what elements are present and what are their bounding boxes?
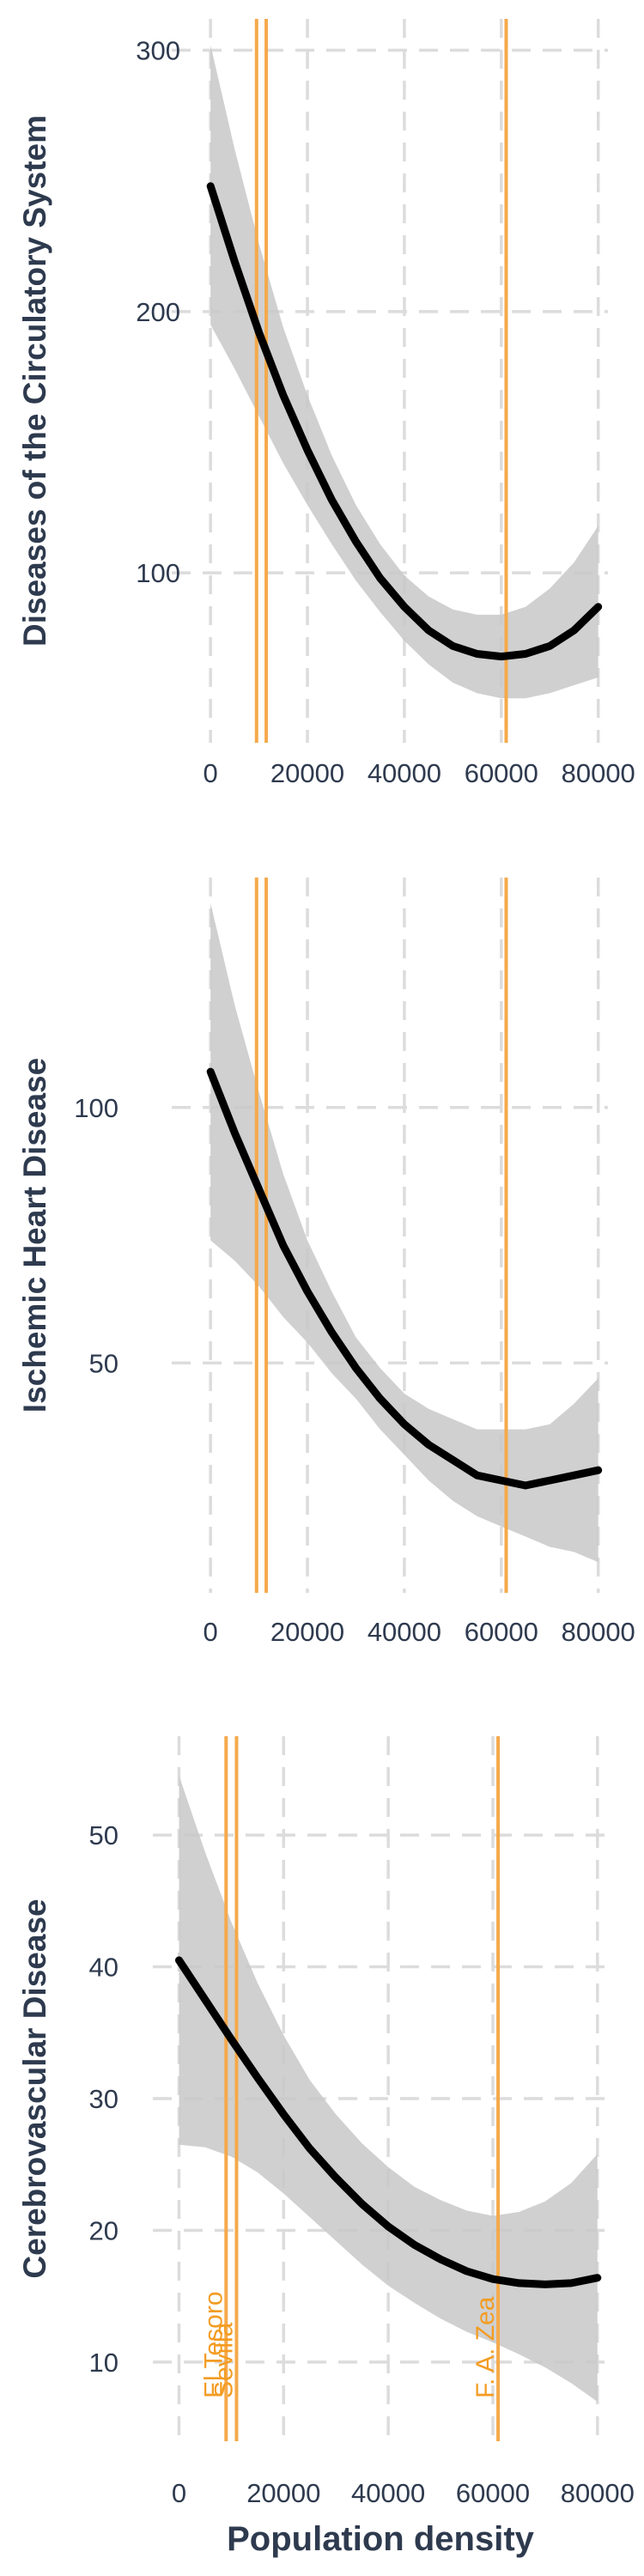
panel-y-axis-label: Ischemic Heart Disease (17, 1058, 52, 1413)
x-axis-title: Population density (227, 2520, 535, 2558)
panel-circulatory: 0 20000 40000 60000 80000 100 200 300 Diseases … (17, 19, 635, 788)
confidence-band-area (210, 902, 598, 1563)
y-tick-label: 40 (89, 1953, 118, 1983)
reference-line-label: El Tesoro (199, 2291, 228, 2398)
reference-lines (254, 19, 508, 743)
confidence-band (210, 45, 598, 699)
x-tick-label: 0 (204, 1617, 218, 1647)
y-tick-label: 100 (74, 1093, 118, 1123)
reference-lines (254, 878, 508, 1593)
y-tick-label: 200 (136, 297, 180, 327)
y-tick-label: 100 (136, 558, 180, 588)
x-tick-label: 40000 (351, 2478, 425, 2508)
x-tick-label: 80000 (561, 2478, 635, 2508)
fitted-curve-line (206, 182, 603, 661)
x-tick-label: 0 (172, 2478, 186, 2508)
panel-y-axis-label: Cerebrovascular Disease (17, 1899, 52, 2278)
tick-labels: 0 20000 40000 60000 80000 100 200 300 (136, 36, 635, 788)
confidence-band (210, 902, 598, 1563)
x-tick-label: 80000 (562, 1617, 635, 1647)
reference-line-label: Sevilla (210, 2322, 238, 2398)
confidence-band-area (179, 1776, 598, 2402)
fitted-curve (206, 182, 603, 661)
x-tick-label: 60000 (465, 1617, 538, 1647)
fitted-curve (175, 1956, 602, 2288)
x-tick-label: 20000 (246, 2478, 320, 2508)
y-tick-label: 10 (89, 2348, 118, 2378)
tick-labels: 0 20000 40000 60000 80000 10 20 30 40 50 (89, 1820, 635, 2508)
fitted-curve (206, 1067, 603, 1490)
panel-y-axis-label: Diseases of the Circulatory System (17, 115, 52, 647)
x-tick-label: 60000 (456, 2478, 530, 2508)
x-tick-label: 80000 (562, 758, 635, 788)
confidence-band (179, 1776, 598, 2402)
tick-labels: 0 20000 40000 60000 80000 50 100 (74, 1093, 635, 1647)
y-tick-label: 300 (136, 36, 180, 66)
y-tick-label: 50 (89, 1820, 118, 1850)
panel-ischemic: 0 20000 40000 60000 80000 50 100 Ischemic Hear… (17, 878, 635, 1647)
fitted-curve-line (206, 1067, 603, 1490)
reference-line-label: F. A. Zea (471, 2296, 500, 2398)
x-tick-label: 0 (204, 758, 218, 788)
y-tick-label: 50 (89, 1348, 118, 1378)
confidence-band-area (210, 45, 598, 699)
x-tick-label: 20000 (270, 1617, 344, 1647)
x-tick-label: 60000 (465, 758, 538, 788)
fitted-curve-line (175, 1956, 602, 2288)
y-tick-label: 20 (89, 2215, 118, 2245)
x-tick-label: 20000 (270, 758, 344, 788)
x-tick-label: 40000 (368, 1617, 441, 1647)
x-tick-label: 40000 (368, 758, 441, 788)
y-tick-label: 30 (89, 2084, 118, 2114)
